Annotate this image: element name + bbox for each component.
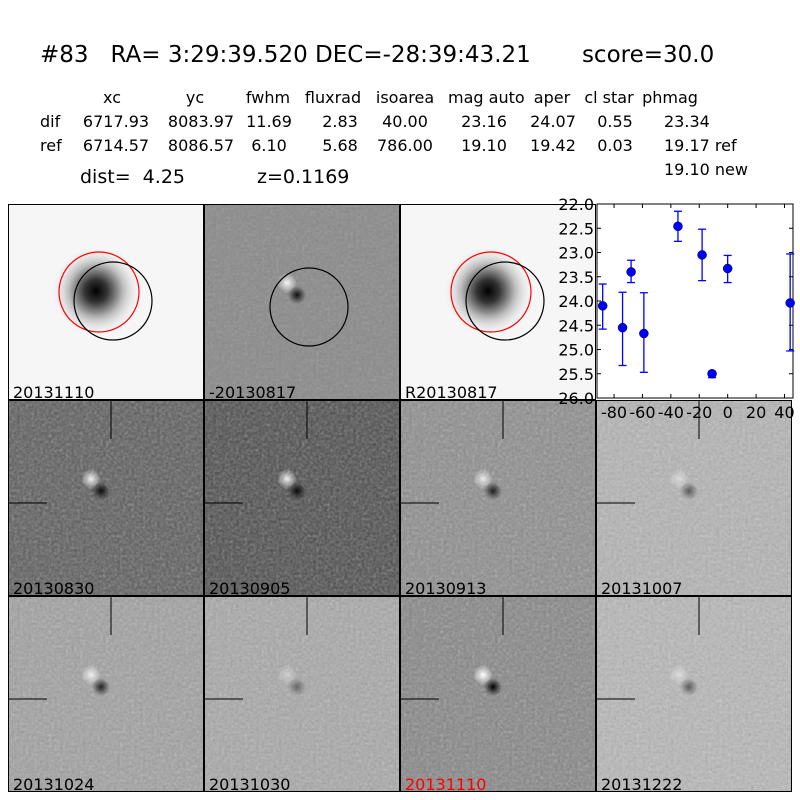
data-point [707, 369, 717, 379]
y-tick-label: 22.0 [558, 195, 594, 214]
table-cell: 40.00 [382, 112, 428, 131]
table-cell: 8083.97 [167, 112, 235, 131]
row-label: ref [40, 136, 62, 155]
stamp-date-label: 20131110 [13, 383, 95, 400]
y-tick-label: 24.0 [558, 292, 594, 311]
table-cell: 6714.57 [82, 136, 150, 155]
data-point [722, 263, 733, 274]
stamp-date-label: 20131030 [209, 775, 291, 792]
stamp-date-label: 20131007 [601, 579, 683, 596]
table-cell: 24.07 [530, 112, 576, 131]
column-header: fwhm [245, 88, 291, 107]
column-header: phmag [642, 88, 698, 107]
table-cell: 8086.57 [167, 136, 235, 155]
stamp-panel: 20131110 [400, 596, 596, 792]
host-galaxy [443, 246, 533, 336]
ref-circle [58, 251, 140, 333]
table-cell: 0.03 [597, 136, 633, 155]
y-tick-label: 25.5 [558, 365, 594, 384]
dif-circle [465, 261, 545, 341]
table-cell: 0.55 [597, 112, 633, 131]
x-tick-label: 40 [774, 403, 794, 422]
stamp-panel: 20131024 [8, 596, 204, 792]
data-point [785, 298, 795, 308]
x-tick-label: -60 [629, 403, 655, 422]
table-cell: 6717.93 [82, 112, 150, 131]
host-galaxy [51, 246, 141, 336]
light-curve-chart: 22.022.523.023.524.024.525.025.526.0-80-… [558, 195, 795, 422]
stamp-panel: 20131007 [596, 400, 792, 596]
stamp-panel: 20130830 [8, 400, 204, 596]
table-cell: 23.16 [461, 112, 507, 131]
y-tick-label: 23.5 [558, 268, 594, 287]
data-point [626, 267, 636, 277]
column-header: xc [103, 88, 121, 107]
stamp-date-label: 20131024 [13, 775, 95, 792]
y-tick-label: 24.5 [558, 316, 594, 335]
data-point [617, 322, 628, 333]
y-tick-label: 22.5 [558, 219, 594, 238]
x-tick-label: -80 [601, 403, 627, 422]
stamp-panel: 20130905 [204, 400, 400, 596]
stamp-panel: 20130913 [400, 400, 596, 596]
table-cell: 786.00 [377, 136, 433, 155]
column-header: yc [185, 88, 205, 107]
stamp-panel: 20131030 [204, 596, 400, 792]
data-point [697, 250, 707, 260]
stamp-date-label: 20131110 [405, 775, 487, 792]
table-cell: 6.10 [251, 136, 287, 155]
x-tick-label: 20 [746, 403, 766, 422]
x-tick-label: -40 [658, 403, 684, 422]
stamp-panel: R20130817 [400, 204, 596, 400]
stamp-grid: 20131110 -20130817 R20130817 20130830 201309… [8, 204, 794, 794]
stamp-panel: 20131222 [596, 596, 792, 792]
stamp-panel: -20130817 [204, 204, 400, 400]
dif-circle [269, 267, 349, 347]
ref-circle [450, 251, 532, 333]
stamp-date-label: 20130913 [405, 579, 487, 596]
stamp-date-label: 20130830 [13, 579, 95, 596]
y-tick-label: 26.0 [558, 389, 594, 408]
x-tick-label: 0 [723, 403, 733, 422]
table-cell: 2.83 [322, 112, 358, 131]
table-cell: 19.42 [530, 136, 576, 155]
x-tick-label: -20 [686, 403, 712, 422]
column-header: fluxrad [304, 88, 362, 107]
dist-value: dist= 4.25 [80, 166, 185, 188]
table-cell: 23.34 [664, 112, 710, 131]
column-header: aper [533, 88, 571, 107]
plot-area [596, 203, 794, 399]
table-cell: 5.68 [322, 136, 358, 155]
stamp-date-label: 20130905 [209, 579, 291, 596]
table-cell: 11.69 [246, 112, 292, 131]
stamp-date-label: -20130817 [209, 383, 297, 400]
dif-circle [73, 261, 153, 341]
stamp-date-label: R20130817 [405, 383, 498, 400]
y-tick-label: 23.0 [558, 244, 594, 263]
data-point [673, 221, 683, 232]
column-header: cl star [584, 88, 634, 107]
column-header: isoarea [375, 88, 435, 107]
data-point [639, 328, 649, 339]
data-point [597, 301, 608, 311]
redshift-value: z=0.1169 [257, 166, 350, 188]
candidate-title: #83 RA= 3:29:39.520 DEC=-28:39:43.21 sco… [40, 42, 715, 68]
stamp-date-label: 20131222 [601, 775, 683, 792]
phmag-new: 19.10 new [664, 160, 748, 179]
column-header: mag auto [448, 88, 525, 107]
table-cell: 19.10 [461, 136, 507, 155]
y-tick-label: 25.0 [558, 341, 594, 360]
stamp-panel: 20131110 [8, 204, 204, 400]
table-cell: 19.17 ref [664, 136, 737, 155]
row-label: dif [40, 112, 61, 131]
